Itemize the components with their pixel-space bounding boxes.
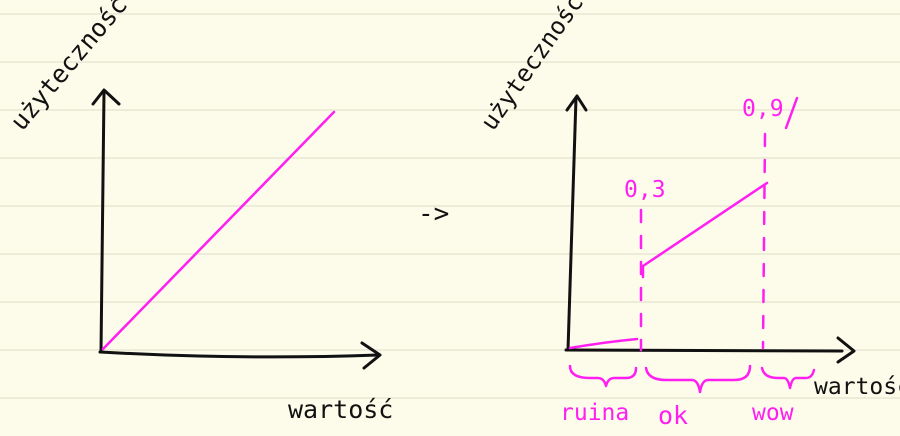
zone-label-ruina: ruina	[560, 400, 629, 426]
wow-utility-stroke	[784, 96, 799, 130]
ok-zone-brace	[644, 364, 752, 394]
threshold-low-label: 0,3	[624, 177, 666, 203]
transition-arrow: ->	[418, 199, 449, 229]
right-x-arrowhead	[836, 336, 856, 364]
left-y-axis-label: użyteczność	[4, 0, 133, 136]
left-chart: użyteczność wartość	[4, 0, 393, 424]
ruin-zone-brace	[568, 364, 638, 388]
threshold-high-label: 0,9	[742, 96, 784, 122]
right-x-axis	[564, 348, 844, 353]
zone-label-wow: wow	[752, 400, 794, 426]
wow-zone-brace	[760, 366, 816, 390]
right-y-axis	[566, 96, 578, 352]
zone-label-ok: ok	[658, 401, 688, 430]
left-x-arrowhead	[360, 341, 382, 370]
left-x-axis-label: wartość	[288, 395, 393, 424]
right-chart: 0,3 0,9 użyteczność wartość ruina ok wow	[475, 0, 900, 430]
right-y-axis-label: użyteczność	[475, 0, 589, 135]
ruled-paper-lines	[0, 13, 900, 399]
ruin-utility-segment	[568, 337, 639, 350]
threshold-high-dashed-line	[761, 132, 767, 350]
ok-utility-segment	[641, 181, 769, 279]
left-linear-utility-line	[101, 110, 336, 351]
left-x-axis	[98, 350, 380, 359]
right-y-arrowhead	[565, 94, 588, 112]
left-y-arrowhead	[91, 88, 121, 106]
left-y-axis	[99, 90, 106, 354]
right-x-axis-label: wartość	[814, 374, 900, 400]
